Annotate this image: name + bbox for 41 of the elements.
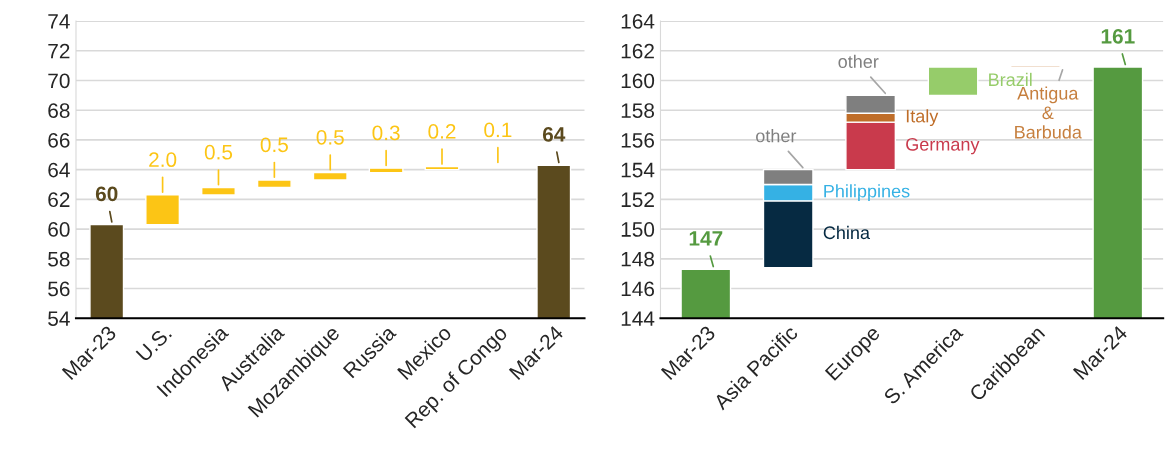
y-tick-label: 148 <box>621 251 655 267</box>
data-label: 147 <box>689 231 723 246</box>
y-tick-label: 70 <box>48 73 70 89</box>
y-tick-label: 158 <box>621 103 655 118</box>
y-tick-label: 156 <box>621 132 655 148</box>
y-tick-label: 72 <box>48 43 70 59</box>
y-tick-label: 150 <box>621 222 655 237</box>
series-label: Germany <box>906 137 980 155</box>
y-tick-label: 60 <box>48 222 70 237</box>
data-label: 0.5 <box>260 137 288 153</box>
y-tick-label: 68 <box>48 103 70 118</box>
data-label: 0.2 <box>428 124 456 139</box>
y-tick-label: 164 <box>621 14 655 29</box>
y-tick-label: 56 <box>48 281 70 297</box>
y-tick-label: 160 <box>621 73 655 89</box>
y-tick-label: 64 <box>48 162 70 178</box>
y-tick-label: 66 <box>48 132 70 148</box>
y-tick-label: 146 <box>621 281 655 297</box>
y-tick-label: 58 <box>48 251 70 267</box>
series-label: Philippines <box>824 184 910 202</box>
data-label: 60 <box>95 186 118 202</box>
series-label: Antigua & Barbuda <box>1015 86 1082 139</box>
data-label: 0.1 <box>484 122 512 138</box>
data-label: 2.0 <box>149 152 177 168</box>
series-label: Brazil <box>989 72 1032 87</box>
data-label: 161 <box>1101 28 1135 44</box>
series-label: other <box>756 129 797 143</box>
data-label: 0.5 <box>316 129 344 145</box>
y-tick-label: 162 <box>621 43 654 59</box>
y-tick-label: 154 <box>621 162 655 178</box>
y-tick-label: 152 <box>621 192 654 208</box>
y-tick-label: 74 <box>48 14 70 29</box>
data-label: 0.3 <box>372 125 400 141</box>
series-label: China <box>823 225 870 240</box>
y-tick-label: 144 <box>621 311 655 326</box>
y-tick-label: 62 <box>48 192 70 208</box>
series-label: other <box>838 54 879 69</box>
data-label: 0.5 <box>204 144 233 160</box>
data-label: 64 <box>542 127 566 142</box>
series-label: Italy <box>906 109 939 127</box>
y-tick-label: 54 <box>48 311 70 326</box>
